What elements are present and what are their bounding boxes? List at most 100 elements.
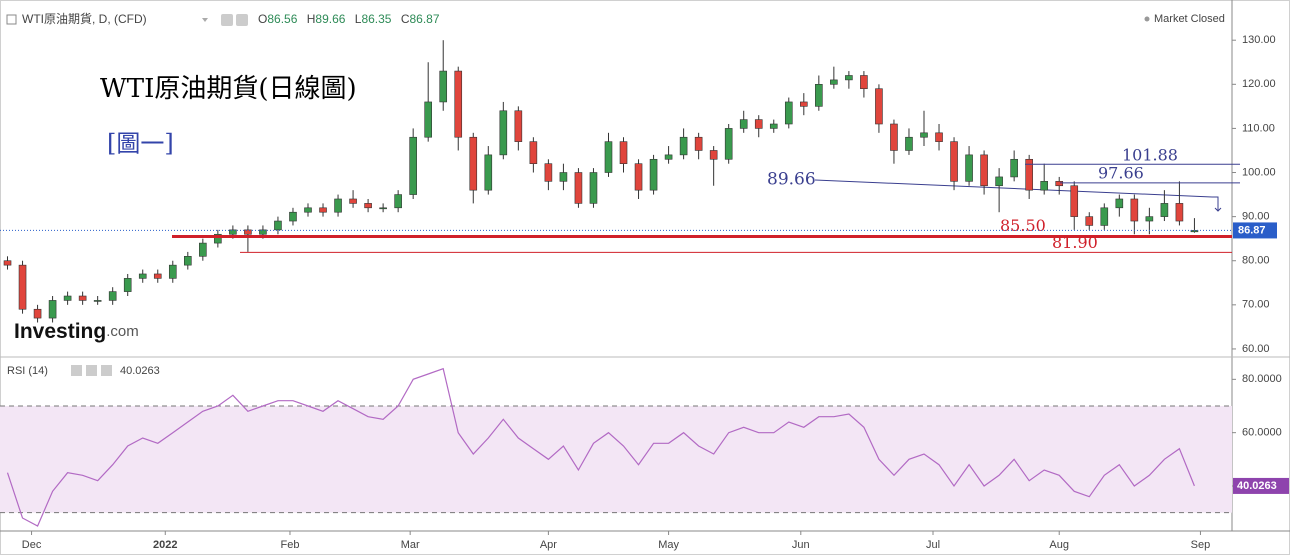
ohlc-label: L bbox=[355, 12, 362, 26]
candle-body bbox=[3, 260, 12, 266]
candle-body bbox=[214, 233, 222, 244]
level-label: 81.90 bbox=[1052, 233, 1098, 252]
candle-body bbox=[33, 308, 42, 319]
candle-body bbox=[890, 123, 898, 151]
candle-body bbox=[334, 198, 342, 213]
candle-body bbox=[394, 194, 402, 209]
candle-body bbox=[694, 136, 703, 151]
ohlc-value: 86.87 bbox=[410, 12, 440, 26]
candle-body bbox=[860, 75, 868, 90]
y-tick-label: 120.00 bbox=[1242, 78, 1276, 90]
candle-body bbox=[920, 132, 928, 138]
rsi-value: 40.0263 bbox=[120, 365, 160, 377]
candle-body bbox=[875, 88, 883, 125]
candle-body bbox=[905, 136, 913, 151]
trendline bbox=[814, 179, 1213, 198]
candle-body bbox=[1115, 198, 1124, 209]
symbol: WTI原油期貨, D, (CFD) bbox=[22, 11, 147, 26]
candle-body bbox=[18, 264, 27, 310]
candle-body bbox=[364, 203, 372, 209]
candle-body bbox=[499, 110, 508, 156]
x-tick-label: Sep bbox=[1191, 539, 1211, 551]
candle-body bbox=[259, 229, 267, 235]
icon[interactable] bbox=[71, 365, 82, 376]
rsi-band bbox=[0, 406, 1232, 513]
last-price-box bbox=[1233, 222, 1277, 239]
candle-body bbox=[409, 136, 417, 195]
y-tick-label: 60.00 bbox=[1242, 343, 1270, 355]
candle-body bbox=[544, 163, 553, 182]
logo: Investing.com bbox=[14, 320, 139, 343]
candle-body bbox=[304, 207, 312, 213]
candle-body bbox=[48, 300, 57, 319]
candle-body bbox=[815, 84, 823, 107]
candle-body bbox=[634, 163, 643, 191]
candle-body bbox=[769, 123, 778, 129]
candle-body bbox=[484, 154, 493, 191]
candle-body bbox=[559, 172, 568, 182]
y-tick-label: 90.00 bbox=[1242, 211, 1270, 223]
y-tick-label: 100.00 bbox=[1242, 166, 1276, 178]
annotation-title: WTI原油期貨(日線圖) bbox=[100, 74, 357, 104]
market-status: Market Closed bbox=[1154, 13, 1225, 25]
candle-body bbox=[424, 101, 432, 138]
candle-body bbox=[529, 141, 538, 164]
candle-body bbox=[349, 198, 357, 204]
candle-body bbox=[980, 154, 988, 187]
candle-body bbox=[289, 211, 297, 222]
x-tick-label: Apr bbox=[540, 539, 557, 551]
icon[interactable] bbox=[86, 365, 97, 376]
candle-body bbox=[1145, 216, 1154, 222]
logo-suffix: .com bbox=[106, 323, 139, 340]
candle-body bbox=[78, 295, 87, 301]
candle-body bbox=[1175, 203, 1184, 222]
icon[interactable] bbox=[221, 14, 233, 26]
candle-body bbox=[244, 229, 252, 235]
candle-body bbox=[709, 150, 718, 160]
candle-body bbox=[1100, 207, 1109, 226]
ohlc-value: 86.35 bbox=[361, 12, 391, 26]
x-tick-label: Jul bbox=[926, 539, 940, 551]
y-tick-label: 60.0000 bbox=[1242, 427, 1282, 439]
dropdown[interactable] bbox=[202, 18, 208, 22]
candle-body bbox=[679, 136, 688, 156]
candle-body bbox=[184, 256, 192, 266]
y-tick-label: 80.0000 bbox=[1242, 373, 1282, 385]
candle-body bbox=[724, 128, 733, 160]
candle-body bbox=[1070, 185, 1079, 217]
logo-name: Investing bbox=[14, 320, 106, 343]
rsi-title: RSI (14) bbox=[7, 365, 48, 377]
x-tick-label: Aug bbox=[1049, 539, 1069, 551]
collapse-icon[interactable] bbox=[6, 14, 17, 25]
candle-body bbox=[123, 278, 132, 292]
candle-body bbox=[108, 291, 117, 301]
candle-body bbox=[754, 119, 763, 129]
candle-body bbox=[589, 172, 598, 204]
candle-body bbox=[1010, 158, 1018, 178]
last-price-label: 86.87 bbox=[1238, 224, 1266, 236]
ohlc-value: 89.66 bbox=[315, 12, 345, 26]
candle-body bbox=[800, 101, 808, 107]
candle-body bbox=[950, 141, 958, 182]
ohlc-label: H bbox=[307, 12, 316, 26]
icon[interactable] bbox=[101, 365, 112, 376]
x-tick-label: 2022 bbox=[153, 539, 177, 551]
candle-body bbox=[153, 273, 162, 279]
y-tick-label: 130.00 bbox=[1242, 34, 1276, 46]
candle-body bbox=[63, 295, 72, 301]
level-label: 97.66 bbox=[1098, 163, 1144, 182]
candle-body bbox=[845, 75, 853, 81]
candle-body bbox=[1055, 181, 1064, 187]
candle-body bbox=[830, 79, 838, 85]
annotation-subtitle: [圖一] bbox=[107, 130, 174, 158]
candle-body bbox=[784, 101, 793, 125]
status-dot bbox=[1144, 16, 1150, 22]
icon[interactable] bbox=[236, 14, 248, 26]
candle-body bbox=[138, 273, 147, 279]
x-tick-label: May bbox=[658, 539, 679, 551]
candle-body bbox=[514, 110, 523, 142]
candle-body bbox=[1025, 158, 1033, 191]
candle-body bbox=[965, 154, 973, 182]
x-tick-label: Mar bbox=[401, 539, 420, 551]
